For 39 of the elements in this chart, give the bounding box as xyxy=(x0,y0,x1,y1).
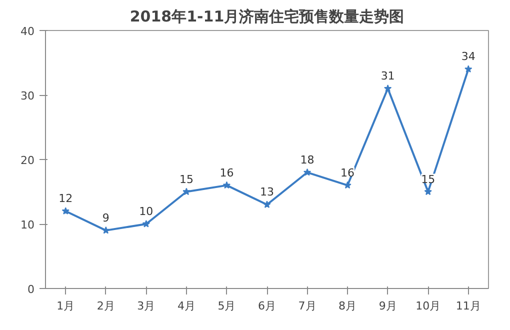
y-tick-label: 20 xyxy=(20,154,35,167)
x-tick-label: 10月 xyxy=(416,300,441,312)
x-tick-label: 3月 xyxy=(137,300,156,312)
chart-title: 2018年1-11月济南住宅预售数量走势图 xyxy=(130,8,404,26)
x-tick-label: 1月 xyxy=(56,300,75,312)
data-label: 16 xyxy=(340,166,355,180)
x-tick-label: 7月 xyxy=(298,300,316,312)
x-tick-label: 2月 xyxy=(96,300,115,312)
y-tick-label: 10 xyxy=(20,218,35,232)
y-tick-label: 30 xyxy=(20,90,35,102)
data-label: 13 xyxy=(260,186,274,199)
x-tick-label: 6月 xyxy=(258,300,276,312)
data-label: 10 xyxy=(139,205,154,218)
point xyxy=(344,181,352,189)
x-tick-label: 4月 xyxy=(177,300,196,312)
data-label: 31 xyxy=(380,70,395,83)
point xyxy=(182,188,190,196)
point xyxy=(102,226,110,234)
data-label: 34 xyxy=(461,50,476,64)
point xyxy=(62,207,70,214)
data-label: 18 xyxy=(300,153,314,166)
point xyxy=(464,65,472,73)
data-label: 16 xyxy=(220,166,234,180)
data-label: 15 xyxy=(421,172,436,186)
point xyxy=(142,220,150,228)
point xyxy=(263,200,271,208)
y-tick-label: 0 xyxy=(28,283,34,296)
data-label: 9 xyxy=(102,211,110,224)
y-tick-label: 40 xyxy=(20,25,35,38)
point xyxy=(222,181,231,189)
x-tick-label: 8月 xyxy=(338,300,357,312)
data-label: 15 xyxy=(179,172,194,186)
point xyxy=(424,188,432,196)
x-tick-label: 11月 xyxy=(456,300,481,312)
point xyxy=(384,84,392,92)
data-label: 12 xyxy=(58,192,73,206)
x-tick-label: 9月 xyxy=(378,300,397,312)
x-tick-label: 5月 xyxy=(218,300,236,312)
point xyxy=(303,168,312,176)
